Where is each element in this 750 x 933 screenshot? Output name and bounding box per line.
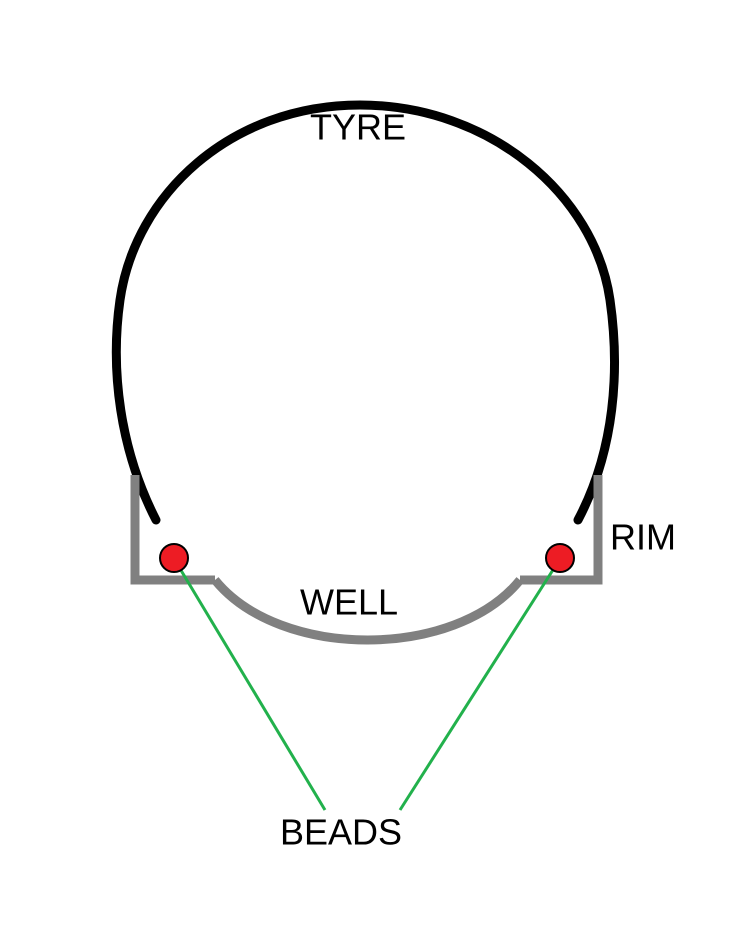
label-rim: RIM [610,517,676,558]
tyre-outline [116,105,614,520]
bead-left [160,544,188,572]
bead-right [546,544,574,572]
tyre-rim-diagram: TYRE RIM WELL BEADS [0,0,750,933]
pointer-line-right [400,562,558,810]
label-well: WELL [300,582,398,623]
label-tyre: TYRE [310,107,406,148]
label-beads: BEADS [280,812,402,853]
